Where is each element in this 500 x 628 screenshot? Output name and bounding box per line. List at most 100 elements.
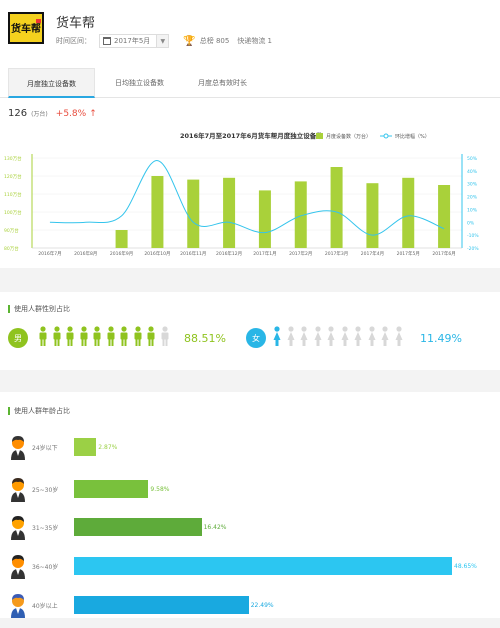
age-row: 40岁以上 22.49%: [0, 592, 500, 620]
male-person-icon: [160, 326, 170, 351]
person-avatar-icon: [8, 553, 28, 579]
x-tick-label: 2016年7月: [38, 250, 61, 257]
growth-rate-line: [49, 160, 445, 236]
x-tick-label: 2017年4月: [361, 250, 384, 257]
age-percent: 22.49%: [250, 602, 274, 609]
bar: [402, 177, 415, 248]
category-rank: 快递物流 1: [237, 37, 273, 45]
y-left-tick-label: 120万台: [4, 173, 22, 180]
legend-line-marker: [383, 133, 389, 139]
age-bar: [74, 557, 452, 575]
gender-panel: 男 88.51% 女 11.49%: [0, 320, 500, 360]
trophy-icon: 🏆: [183, 35, 196, 47]
summary-stat: 126 (万台) +5.8% ↑: [8, 108, 97, 119]
x-tick-label: 2016年11月: [180, 250, 206, 257]
date-select[interactable]: 2017年5月 ▼: [99, 34, 170, 48]
y-right-tick-label: 30%: [467, 182, 478, 188]
age-range-label: 31~35岁: [32, 525, 59, 532]
y-left-tick-label: 80万台: [4, 245, 19, 252]
bar: [366, 183, 379, 248]
app-name: 货车帮: [56, 16, 96, 31]
x-tick-label: 2017年6月: [432, 250, 455, 257]
date-value: 2017年5月: [114, 37, 151, 45]
title-accent: [8, 407, 10, 415]
x-tick-label: 2017年1月: [253, 250, 276, 257]
legend-bar-label: 月度设备数（万台）: [326, 133, 371, 140]
female-people-icons: [272, 326, 407, 351]
y-right-tick-label: 10%: [467, 207, 478, 213]
device-chart: 2016年7月至2017年6月货车帮月度独立设备数 月度设备数（万台） 环比增幅（%…: [4, 131, 479, 257]
x-tick-label: 2016年8月: [74, 250, 97, 257]
age-range-label: 40岁以上: [32, 603, 58, 610]
age-percent: 9.58%: [150, 486, 170, 493]
person-avatar-icon: [8, 514, 28, 540]
bar: [294, 181, 307, 248]
y-right-tick-label: -10%: [467, 233, 479, 239]
female-person-icon: [313, 326, 323, 351]
bar: [438, 185, 451, 248]
app-logo: 货车帮: [8, 12, 44, 44]
header-meta: 时间区间： 2017年5月 ▼ 🏆 总榜 805 快递物流 1: [56, 34, 272, 48]
tab-daily-devices[interactable]: 日均独立设备数: [115, 79, 164, 87]
age-row: 25~30岁 9.58%: [0, 476, 500, 504]
y-left-tick-label: 130万台: [4, 155, 22, 162]
time-range-label: 时间区间：: [56, 37, 91, 45]
female-badge: 女: [246, 328, 266, 348]
male-person-icon: [79, 326, 89, 351]
summary-value: 126: [8, 108, 28, 119]
legend-bar-swatch: [316, 133, 323, 139]
x-tick-label: 2017年5月: [397, 250, 420, 257]
age-range-label: 36~40岁: [32, 564, 59, 571]
chevron-down-icon[interactable]: ▼: [156, 35, 169, 47]
bar: [151, 176, 164, 248]
bar: [187, 179, 200, 248]
overall-rank: 总榜 805: [199, 37, 230, 45]
title-accent: [8, 305, 10, 313]
y-right-tick-label: 0%: [467, 220, 475, 226]
section-divider: [0, 370, 500, 392]
footer-band: [0, 618, 500, 628]
person-avatar-icon: [8, 476, 28, 502]
female-label: 女: [252, 333, 260, 343]
male-person-icon: [65, 326, 75, 351]
female-person-icon: [340, 326, 350, 351]
female-person-icon: [394, 326, 404, 351]
gender-section-title: 使用人群性别占比: [8, 304, 70, 314]
bar: [258, 190, 271, 248]
bar: [115, 230, 128, 248]
tab-monthly-devices[interactable]: 月度独立设备数: [8, 68, 95, 98]
x-tick-label: 2016年9月: [110, 250, 133, 257]
summary-change: +5.8%: [55, 109, 87, 119]
summary-unit: (万台): [31, 111, 48, 118]
female-person-icon: [272, 326, 282, 351]
age-row: 36~40岁 48.65%: [0, 553, 500, 581]
section-divider: [0, 268, 500, 292]
x-tick-label: 2017年2月: [289, 250, 312, 257]
female-person-icon: [286, 326, 296, 351]
male-person-icon: [146, 326, 156, 351]
y-left-tick-label: 100万台: [4, 209, 22, 216]
female-person-icon: [299, 326, 309, 351]
y-right-tick-label: 40%: [467, 169, 478, 175]
male-person-icon: [106, 326, 116, 351]
age-row: 31~35岁 16.42%: [0, 514, 500, 542]
age-bar: [74, 596, 249, 614]
app-header: 货车帮 货车帮 时间区间： 2017年5月 ▼ 🏆 总榜 805 快递物流 1: [0, 0, 500, 64]
y-right-tick-label: -20%: [467, 246, 479, 252]
male-person-icon: [52, 326, 62, 351]
age-bar: [74, 480, 149, 498]
calendar-icon: [103, 37, 111, 45]
age-percent: 16.42%: [203, 524, 227, 531]
female-person-icon: [353, 326, 363, 351]
tab-monthly-duration[interactable]: 月度总有效时长: [198, 79, 247, 87]
age-range-label: 24岁以下: [32, 445, 58, 452]
male-badge: 男: [8, 328, 28, 348]
up-arrow-icon: ↑: [89, 109, 97, 119]
person-avatar-icon: [8, 592, 28, 618]
gender-title-text: 使用人群性别占比: [14, 305, 70, 313]
male-percent: 88.51%: [184, 332, 226, 345]
age-title-text: 使用人群年龄占比: [14, 407, 70, 415]
x-tick-label: 2016年10月: [144, 250, 170, 257]
female-percent: 11.49%: [420, 332, 462, 345]
age-section-title: 使用人群年龄占比: [8, 406, 70, 416]
